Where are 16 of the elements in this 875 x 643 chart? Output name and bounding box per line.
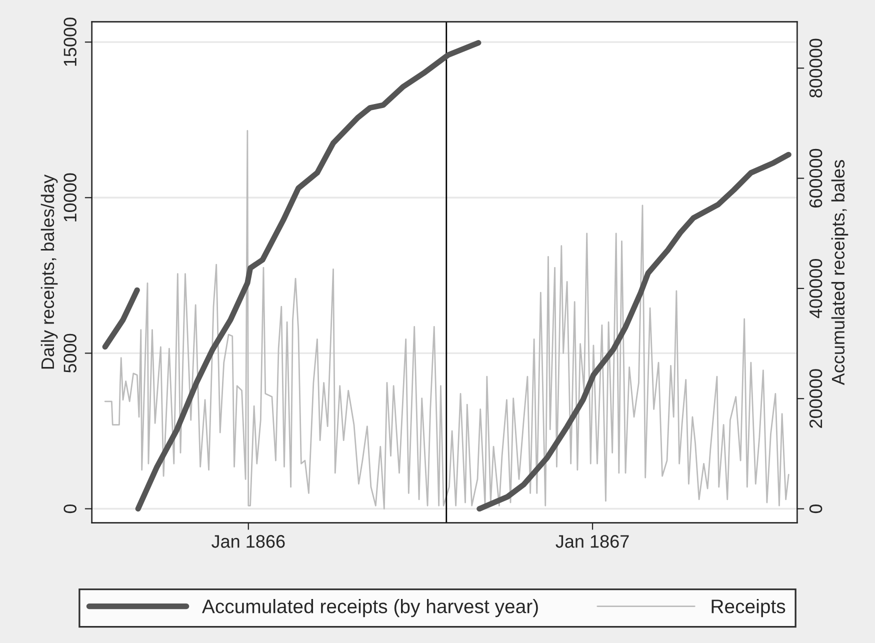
line-series <box>104 130 790 510</box>
y2-tick-label: 400000 <box>809 259 822 318</box>
y2-axis-title: Accumulated receipts, bales <box>831 160 848 386</box>
legend-label: Accumulated receipts (by harvest year) <box>202 599 538 618</box>
y2-tick-label: 800000 <box>809 38 822 98</box>
y2-tick-label: 0 <box>809 504 822 514</box>
y-axis-title: Daily receipts, bales/day <box>40 174 58 369</box>
y-tick-label: 10000 <box>64 173 76 222</box>
legend-label: Receipts <box>712 599 786 618</box>
y-tick-label: 15000 <box>64 18 76 66</box>
y-tick-label: 0 <box>64 504 76 514</box>
x-tick-label: Jan 1867 <box>556 535 629 548</box>
y2-tick-label: 200000 <box>809 369 822 428</box>
x-tick-label: Jan 1866 <box>212 535 285 548</box>
y-tick-label: 5000 <box>64 334 76 373</box>
y2-tick-label: 600000 <box>809 148 822 208</box>
